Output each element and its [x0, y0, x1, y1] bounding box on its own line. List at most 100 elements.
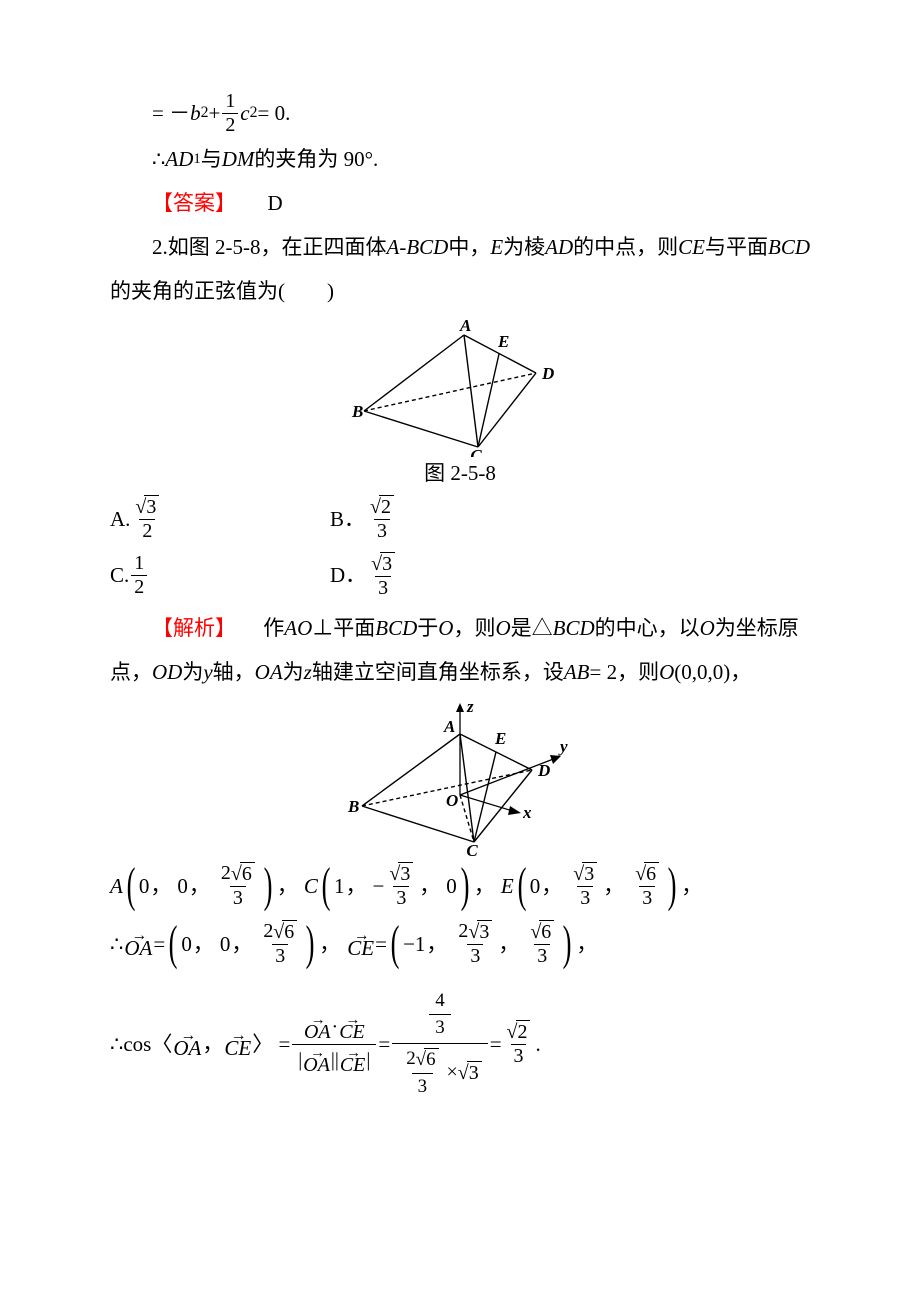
C-y: √3 3	[386, 862, 416, 910]
ad1dm-suffix: 的夹角为 90°.	[254, 137, 378, 181]
after-C: ，	[473, 864, 501, 908]
q2-BCD: BCD	[768, 225, 810, 269]
f-commavec: ，	[202, 1022, 223, 1066]
A-c2: ，	[188, 864, 216, 908]
CEy-r: 3	[477, 920, 492, 944]
cA: A	[110, 864, 123, 908]
eq0-lhs: = －	[152, 91, 190, 135]
fig2-z: z	[466, 698, 474, 716]
Cy-r: 3	[398, 862, 413, 886]
vectors-line: ∴ → OA = ( 0， 0， 2√6 3 ) ， → CE = (	[110, 920, 810, 968]
fig1-D: D	[541, 364, 554, 383]
figure-1: A B C D E 图 2-5-8	[110, 317, 810, 491]
q2-CE: CE	[678, 225, 705, 269]
answer-label: 【答案】	[152, 181, 236, 225]
optD-frac: √3 3	[368, 551, 398, 599]
C-paren: ( 1， − √3 3 ， 0 )	[318, 862, 473, 910]
q2-m1: 中，	[448, 225, 490, 269]
C-neg: −	[373, 864, 385, 908]
analysis-line1: 【解析】 作 AO ⊥平面 BCD 于 O ，则 O 是△ BCD 的中心，以 …	[110, 606, 810, 650]
a-AO: AO	[284, 606, 312, 650]
analysis-line2: 点， OD 为 y 轴， OA 为 z 轴建立空间直角坐标系，设 AB = 2，…	[110, 650, 810, 694]
eq0-plus: +	[208, 91, 220, 135]
f2br: 6	[424, 1048, 438, 1071]
optD-rad: 3	[380, 552, 395, 576]
C-x: 1	[334, 864, 345, 908]
fig2-B: B	[347, 797, 359, 816]
fig2-E: E	[494, 729, 506, 748]
vec-CE: → CE	[347, 929, 374, 958]
fig1-C: C	[470, 446, 482, 457]
optA-frac: √3 2	[132, 495, 162, 543]
OAz-2: 2	[263, 920, 273, 942]
CEy-d: 3	[467, 944, 483, 968]
f-frac3: √2 3	[504, 1020, 534, 1068]
a-OA: OA	[255, 650, 283, 694]
CEy-2: 2	[458, 920, 468, 942]
E-c2: ，	[602, 864, 630, 908]
after-E: ，	[680, 864, 708, 908]
f2-s3: √3	[458, 1061, 482, 1085]
CEz-d: 3	[534, 944, 550, 968]
coords-line: A ( 0， 0， 2√6 3 ) ， C ( 1， − √3 3	[110, 862, 810, 910]
A-c1: ，	[149, 864, 177, 908]
A-x: 0	[139, 864, 150, 908]
a-l2a: 点，	[110, 650, 152, 694]
fig1-B: B	[351, 402, 363, 421]
a-t9: 轴，	[213, 650, 255, 694]
eq0-b: b	[190, 91, 201, 135]
f2s3r: 3	[467, 1061, 482, 1085]
CE-c2: ，	[497, 922, 525, 966]
f2tn: 4	[429, 988, 450, 1014]
fig2-y: y	[558, 737, 568, 756]
f2-top: 4 3	[429, 988, 450, 1041]
option-D: D． √3 3	[330, 551, 710, 599]
final-line: ∴cos〈 → OA ， → CE 〉 = →OA · →CE | →OA ||…	[110, 986, 810, 1101]
after-OA: ，	[318, 922, 346, 966]
a-t11: 轴建立空间直角坐标系，设	[312, 650, 564, 694]
a-O4: O	[659, 650, 674, 694]
f3d: 3	[511, 1044, 527, 1068]
Ez-d: 3	[639, 886, 655, 910]
A-z: 2√6 3	[218, 862, 258, 910]
CE-z: √6 3	[527, 920, 557, 968]
Ez-r: 6	[644, 862, 659, 886]
E-z: √6 3	[632, 862, 662, 910]
a-t3: 于	[417, 606, 438, 650]
f-vecOA: → OA	[173, 1029, 201, 1058]
f-eq1: =	[378, 1022, 390, 1066]
f2td: 3	[429, 1014, 450, 1041]
a-t1: 作	[263, 606, 284, 650]
a-BCD2: BCD	[553, 606, 595, 650]
optB-den: 3	[374, 519, 390, 543]
line-ad1dm: ∴ AD 1 与 DM 的夹角为 90°.	[110, 137, 810, 181]
CE-y: 2√3 3	[455, 920, 495, 968]
OA-z: 2√6 3	[260, 920, 300, 968]
C-c1: ，	[345, 864, 373, 908]
f-frac2: 4 3 2√6 3 × √3	[392, 986, 488, 1101]
figure-1-caption: 图 2-5-8	[424, 457, 496, 491]
tetrahedron-axes-icon: A B C D E O z y x	[340, 698, 580, 858]
optA-rad: 3	[144, 495, 159, 519]
a-OD: OD	[152, 650, 182, 694]
E-paren: ( 0， √3 3 ， √6 3 )	[514, 862, 681, 910]
Ey-r: 3	[582, 862, 597, 886]
a-O2: O	[495, 606, 510, 650]
optB-rad: 2	[379, 495, 394, 519]
answer-value: D	[268, 181, 283, 225]
E-x: 0	[530, 864, 541, 908]
options-grid: A. √3 2 B． √2 3 C. 1 2 D． √3 3	[110, 495, 810, 600]
a-y: y	[203, 650, 212, 694]
OA-x: 0	[181, 922, 192, 966]
after-A: ，	[276, 864, 304, 908]
E-y: √3 3	[570, 862, 600, 910]
a-t7: 为坐标原	[715, 606, 799, 650]
Cy-d: 3	[393, 886, 409, 910]
optA-den: 2	[139, 519, 155, 543]
DM: DM	[222, 137, 255, 181]
Az-r: 6	[240, 862, 255, 886]
fig1-A: A	[459, 317, 471, 335]
f-close: 〉 =	[252, 1022, 290, 1066]
CE-paren: ( −1， 2√3 3 ， √6 3 )	[387, 920, 575, 968]
q2-ABCD: A-BCD	[387, 225, 449, 269]
